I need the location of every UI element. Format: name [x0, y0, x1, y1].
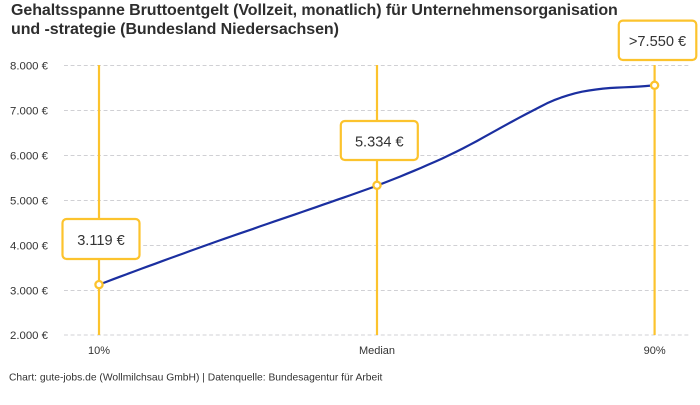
svg-text:6.000 €: 6.000 € — [10, 150, 49, 162]
svg-text:8.000 €: 8.000 € — [10, 60, 49, 72]
svg-text:10%: 10% — [88, 345, 110, 357]
svg-text:90%: 90% — [644, 345, 666, 357]
svg-text:2.000 €: 2.000 € — [10, 330, 49, 342]
svg-text:Median: Median — [359, 345, 395, 357]
svg-text:5.334 €: 5.334 € — [355, 134, 404, 150]
svg-text:und -strategie (Bundesland Nie: und -strategie (Bundesland Niedersachsen… — [11, 21, 339, 38]
svg-text:3.000 €: 3.000 € — [10, 285, 49, 297]
svg-text:3.119 €: 3.119 € — [77, 233, 125, 249]
svg-text:7.000 €: 7.000 € — [10, 105, 49, 117]
svg-text:4.000 €: 4.000 € — [10, 240, 49, 252]
svg-text:Gehaltsspanne Bruttoentgelt (V: Gehaltsspanne Bruttoentgelt (Vollzeit, m… — [11, 2, 618, 19]
svg-text:5.000 €: 5.000 € — [10, 195, 49, 207]
svg-text:>7.550 €: >7.550 € — [629, 34, 686, 50]
svg-text:Chart: gute-jobs.de (Wollmilch: Chart: gute-jobs.de (Wollmilchsau GmbH) … — [9, 373, 382, 384]
